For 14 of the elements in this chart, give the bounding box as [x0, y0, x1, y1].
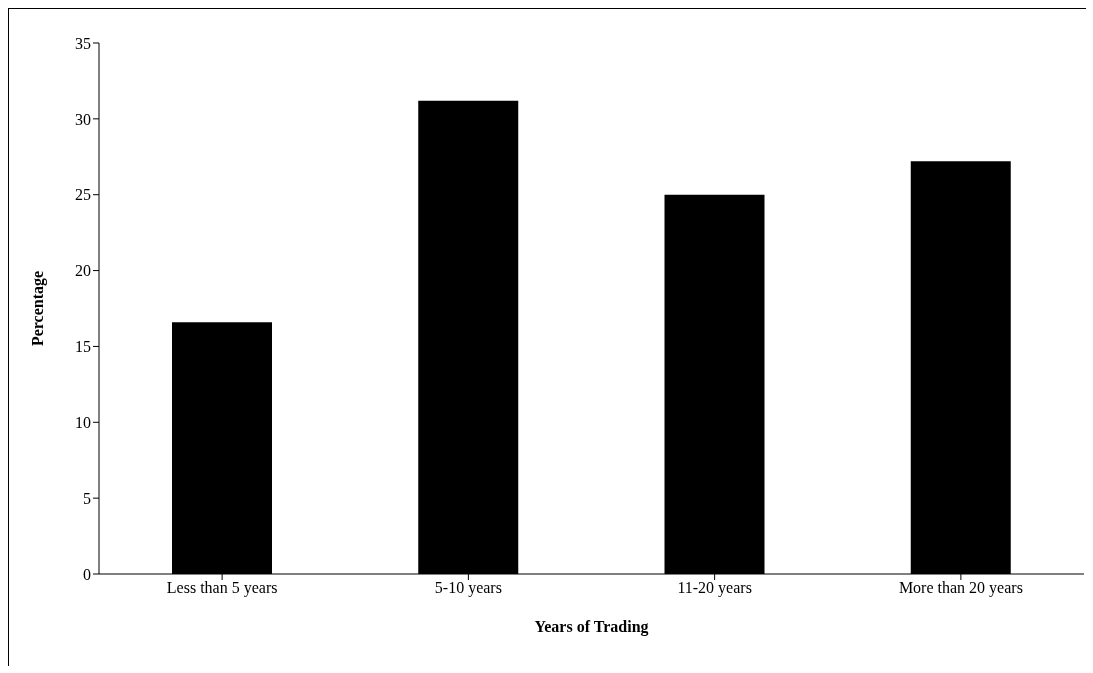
y-tick-label: 30	[75, 110, 91, 128]
x-axis-title: Years of Trading	[534, 618, 649, 636]
y-tick-label: 20	[75, 262, 91, 280]
x-tick-label: 11-20 years	[677, 579, 752, 598]
x-tick-label: More than 20 years	[898, 579, 1023, 598]
y-tick-label: 35	[75, 34, 91, 52]
x-tick-label: Less than 5 years	[166, 579, 278, 598]
y-axis-title: Percentage	[28, 270, 47, 347]
y-tick-label: 10	[75, 413, 91, 431]
y-tick-label: 25	[75, 186, 91, 204]
y-tick-label: 0	[83, 565, 91, 583]
y-tick-label: 5	[83, 489, 91, 507]
x-tick-label: 5-10 years	[434, 579, 502, 598]
y-tick-label: 15	[75, 338, 91, 356]
